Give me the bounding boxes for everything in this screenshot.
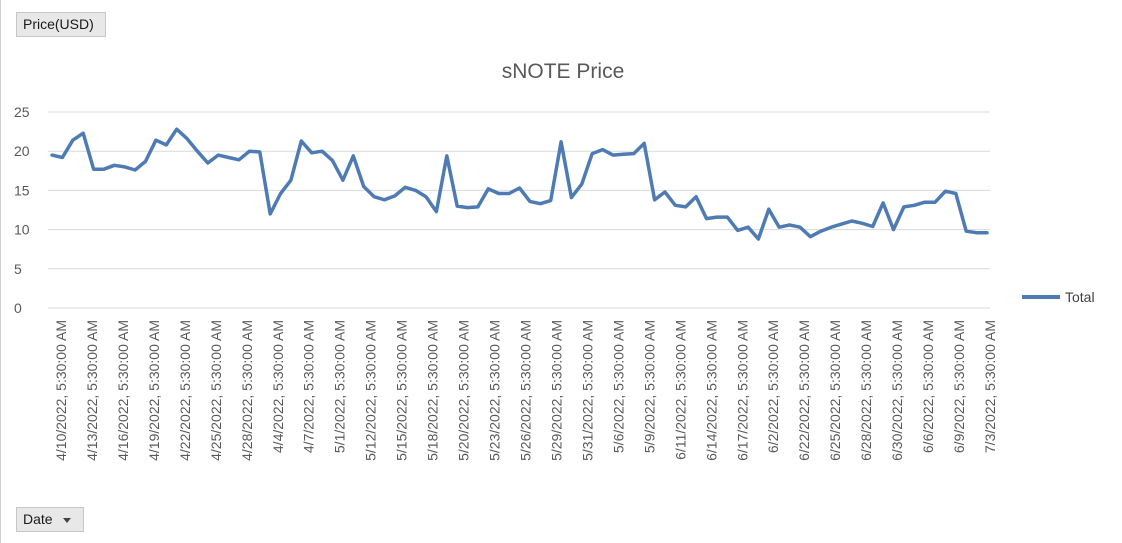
x-tick-label: 6/11/2022, 5:30:00 AM: [672, 320, 688, 460]
x-tick-label: 6/2/2022, 5:30:00 AM: [765, 320, 781, 453]
x-tick-label: 5/6/2022, 5:30:00 AM: [610, 320, 626, 453]
x-tick-label: 5/23/2022, 5:30:00 AM: [487, 320, 503, 461]
y-tick-label: 0: [14, 300, 22, 316]
x-tick-label: 4/28/2022, 5:30:00 AM: [239, 320, 255, 461]
y-tick-label: 10: [14, 222, 30, 238]
legend[interactable]: Total: [1022, 289, 1095, 305]
y-tick-label: 15: [14, 182, 30, 198]
x-tick-label: 5/15/2022, 5:30:00 AM: [394, 320, 410, 461]
x-tick-label: 6/14/2022, 5:30:00 AM: [703, 320, 719, 461]
x-tick-label: 4/16/2022, 5:30:00 AM: [115, 320, 131, 461]
x-tick-label: 4/22/2022, 5:30:00 AM: [177, 320, 193, 461]
value-field-button[interactable]: Price(USD): [16, 12, 106, 37]
axis-field-label: Date: [23, 511, 53, 527]
x-tick-label: 4/10/2022, 5:30:00 AM: [53, 320, 69, 461]
x-tick-label: 6/25/2022, 5:30:00 AM: [827, 320, 843, 461]
panel-border: [0, 0, 1, 543]
y-axis-ticks: 0 5 10 15 20 25: [14, 104, 30, 316]
x-tick-label: 5/26/2022, 5:30:00 AM: [518, 320, 534, 461]
y-tick-label: 25: [14, 104, 30, 120]
x-tick-label: 5/31/2022, 5:30:00 AM: [579, 320, 595, 461]
x-tick-label: 6/9/2022, 5:30:00 AM: [951, 320, 967, 453]
x-tick-label: 4/19/2022, 5:30:00 AM: [146, 320, 162, 461]
x-tick-label: 7/3/2022, 5:30:00 AM: [982, 320, 998, 453]
chart-title: sNOTE Price: [502, 60, 625, 83]
x-tick-label: 5/29/2022, 5:30:00 AM: [548, 320, 564, 461]
series-layer: [50, 127, 989, 241]
y-tick-label: 20: [14, 143, 30, 159]
series-line-total: [50, 127, 989, 241]
x-tick-label: 4/7/2022, 5:30:00 AM: [301, 320, 317, 453]
x-tick-label: 6/17/2022, 5:30:00 AM: [734, 320, 750, 461]
x-tick-label: 5/12/2022, 5:30:00 AM: [363, 320, 379, 461]
x-tick-label: 6/28/2022, 5:30:00 AM: [858, 320, 874, 461]
value-field-label: Price(USD): [23, 16, 94, 32]
x-tick-label: 6/30/2022, 5:30:00 AM: [889, 320, 905, 461]
x-tick-label: 4/25/2022, 5:30:00 AM: [208, 320, 224, 461]
x-tick-label: 5/9/2022, 5:30:00 AM: [641, 320, 657, 453]
x-tick-label: 4/13/2022, 5:30:00 AM: [84, 320, 100, 461]
x-tick-label: 6/22/2022, 5:30:00 AM: [796, 320, 812, 461]
legend-label-total: Total: [1065, 289, 1095, 305]
x-tick-label: 6/6/2022, 5:30:00 AM: [920, 320, 936, 453]
grid-lines: [48, 111, 990, 309]
x-tick-label: 5/18/2022, 5:30:00 AM: [425, 320, 441, 461]
x-tick-label: 5/20/2022, 5:30:00 AM: [456, 320, 472, 461]
axis-field-button[interactable]: Date: [16, 507, 84, 532]
dropdown-arrow-icon[interactable]: [62, 517, 71, 523]
x-axis-ticks: 4/10/2022, 5:30:00 AM 4/13/2022, 5:30:00 …: [53, 320, 998, 461]
y-tick-label: 5: [14, 261, 22, 277]
x-tick-label: 4/4/2022, 5:30:00 AM: [270, 320, 286, 453]
x-tick-label: 5/1/2022, 5:30:00 AM: [332, 320, 348, 453]
